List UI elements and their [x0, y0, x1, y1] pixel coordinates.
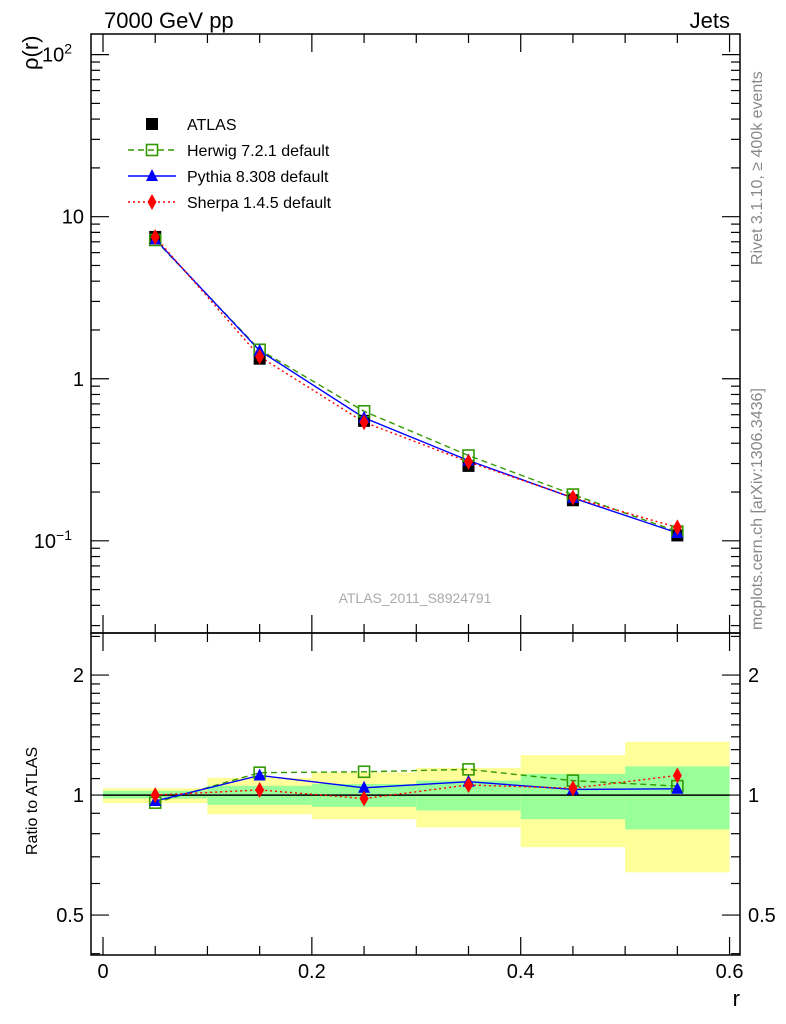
ratio-ylabel: Ratio to ATLAS — [24, 747, 41, 855]
y-tick-label-left: 0.5 — [56, 905, 84, 927]
main-point-sherpa — [463, 453, 473, 470]
y-tick-label: 10 — [62, 207, 84, 229]
legend-marker-sherpa — [147, 194, 157, 210]
main-point-sherpa — [672, 519, 682, 536]
y-tick-label: 10−1 — [34, 527, 72, 553]
side-label-mcplots: mcplots.cern.ch [arXiv:1306.3436] — [749, 388, 766, 630]
y-tick-exponent: 2 — [64, 41, 72, 57]
ratio-bands — [103, 741, 730, 873]
y-tick-label-left: 1 — [73, 785, 84, 807]
legend-marker-data — [146, 118, 158, 130]
main-line-sherpa — [154, 236, 678, 529]
main-point-sherpa — [359, 414, 369, 431]
y-tick-label-right: 0.5 — [748, 905, 776, 927]
main-line-pythia — [154, 238, 678, 534]
main-point-sherpa — [150, 229, 160, 246]
main-point-sherpa — [255, 348, 265, 365]
side-label-rivet: Rivet 3.1.10, ≥ 400k events — [749, 71, 766, 265]
main-point-sherpa — [568, 489, 578, 506]
ratio-frame — [90, 632, 741, 956]
ratio-point-sherpa — [568, 780, 578, 797]
y-tick-label: 1 — [73, 369, 84, 391]
y-tick-label-right: 1 — [748, 785, 759, 807]
ratio-line-pythia — [155, 774, 678, 802]
legend: ATLAS Herwig 7.2.1 default Pythia 8.308 de… — [128, 117, 332, 212]
watermark: ATLAS_2011_S8924791 — [339, 590, 492, 606]
legend-label-data: ATLAS — [187, 117, 237, 134]
series-markers — [148, 229, 684, 809]
main-ylabel: ρ(r) — [18, 36, 43, 71]
ratio-point-pythia — [358, 780, 371, 793]
ratio-line-herwig — [155, 768, 678, 804]
header-category: Jets — [690, 8, 730, 33]
y-tick-label: 102 — [42, 41, 72, 67]
header-process: 7000 GeV pp — [104, 8, 234, 33]
x-tick-label: 0 — [97, 961, 108, 983]
ratio-point-pythia — [253, 768, 266, 781]
legend-label-pythia: Pythia 8.308 default — [187, 169, 329, 186]
y-tick-label-left: 2 — [73, 665, 84, 687]
y-tick-exponent: −1 — [56, 527, 72, 543]
x-tick-label: 0.6 — [716, 961, 744, 983]
ratio-point-sherpa — [672, 767, 682, 784]
x-tick-label: 0.4 — [507, 961, 535, 983]
axes: 0 0.2 0.4 0.6 102 10 1 10−1 2 2 1 1 0.5 0.5 — [34, 33, 776, 983]
ratio-point-pythia — [671, 781, 684, 794]
legend-marker-herwig — [145, 143, 159, 157]
ratio-point-sherpa — [150, 787, 160, 804]
legend-label-herwig: Herwig 7.2.1 default — [187, 143, 330, 160]
ratio-point-sherpa — [359, 790, 369, 807]
ratio-line-sherpa — [155, 774, 678, 800]
y-tick-label-right: 2 — [748, 665, 759, 687]
x-tick-label: 0.2 — [298, 961, 326, 983]
legend-label-sherpa: Sherpa 1.4.5 default — [187, 195, 332, 212]
x-axis-label: r — [733, 986, 740, 1011]
main-line-herwig — [154, 239, 678, 533]
series-lines — [154, 236, 678, 804]
legend-marker-pythia — [146, 169, 158, 181]
ratio-point-sherpa — [463, 776, 473, 793]
ratio-point-herwig — [357, 765, 371, 779]
ratio-point-sherpa — [255, 781, 265, 798]
